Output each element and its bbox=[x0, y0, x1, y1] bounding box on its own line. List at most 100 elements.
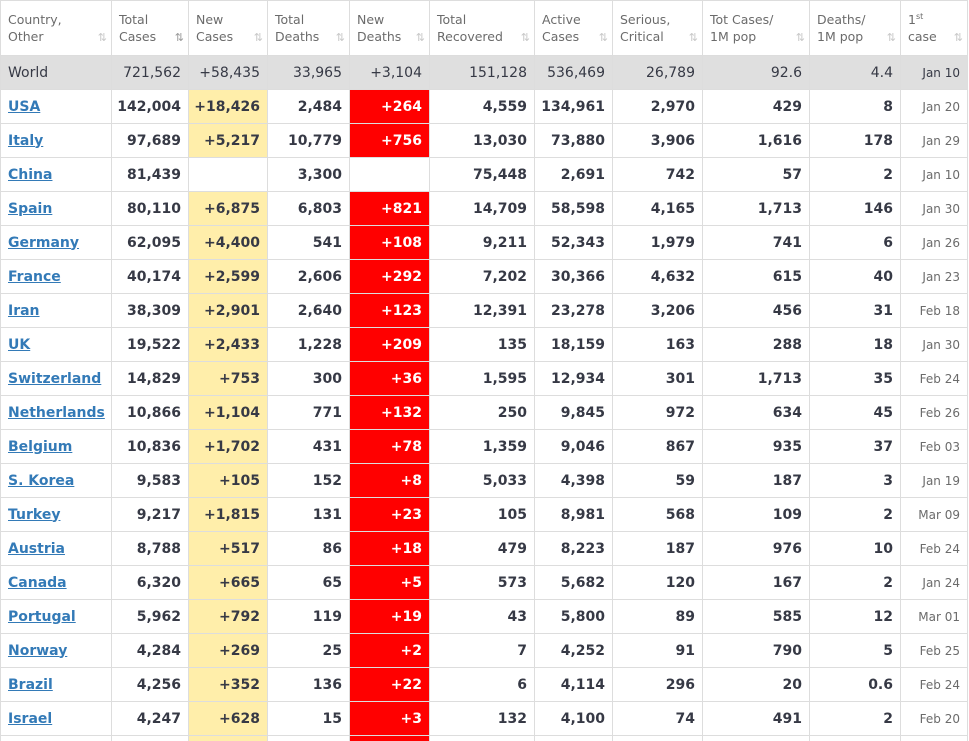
sort-icon[interactable]: ⇅ bbox=[953, 31, 963, 44]
col-header-total-recovered[interactable]: Total Recovered ⇅ bbox=[429, 0, 535, 56]
cell-serious-critical: 74 bbox=[612, 701, 703, 736]
cell-new-cases: +5,217 bbox=[188, 123, 268, 158]
cell-serious-critical: 59 bbox=[612, 463, 703, 498]
country-link[interactable]: Germany bbox=[8, 234, 80, 251]
cell-serious-critical: 120 bbox=[612, 565, 703, 600]
col-header-deaths-per-1m[interactable]: Deaths/ 1M pop ⇅ bbox=[809, 0, 901, 56]
sort-icon[interactable]: ⇅ bbox=[886, 31, 896, 44]
country-link[interactable]: Norway bbox=[8, 642, 68, 659]
col-header-active-cases[interactable]: Active Cases ⇅ bbox=[534, 0, 613, 56]
cell-new-cases: +2,599 bbox=[188, 259, 268, 294]
table-row: Austria 8,788 +517 86 +18 479 8,223 187 976 10 Feb… bbox=[0, 531, 968, 566]
cell-country: Iran bbox=[0, 293, 112, 328]
cell-total-cases: 5,962 bbox=[111, 599, 189, 634]
cell-total-cases: 81,439 bbox=[111, 157, 189, 192]
cell-country: Netherlands bbox=[0, 395, 112, 430]
cell-new-cases bbox=[188, 157, 268, 192]
cell-deaths-per-1m: 45 bbox=[809, 395, 901, 430]
cell-total-recovered: 132 bbox=[429, 701, 535, 736]
cell-total-deaths: 300 bbox=[267, 361, 350, 396]
cell-total-cases: 10,836 bbox=[111, 429, 189, 464]
country-link[interactable]: China bbox=[8, 166, 53, 183]
cell-total-cases: 97,689 bbox=[111, 123, 189, 158]
sort-icon[interactable]: ⇅ bbox=[688, 31, 698, 44]
cell-serious-critical: 4,632 bbox=[612, 259, 703, 294]
col-header-new-deaths[interactable]: New Deaths ⇅ bbox=[349, 0, 430, 56]
sort-descending-icon[interactable]: ⇅ bbox=[174, 31, 184, 44]
table-row: Netherlands 10,866 +1,104 771 +132 250 9,845 97… bbox=[0, 395, 968, 430]
cell-active-cases: 134,961 bbox=[534, 89, 613, 124]
cell-serious-critical bbox=[612, 735, 703, 741]
sort-icon[interactable]: ⇅ bbox=[520, 31, 530, 44]
cell-new-cases: +792 bbox=[188, 599, 268, 634]
country-link[interactable]: Switzerland bbox=[8, 370, 102, 387]
cell-serious-critical: 4,165 bbox=[612, 191, 703, 226]
cell-total-deaths: 33,965 bbox=[267, 55, 350, 90]
cell-first-case bbox=[900, 735, 968, 741]
col-header-line1: Total bbox=[119, 12, 149, 27]
cell-total-deaths: 65 bbox=[267, 565, 350, 600]
cell-first-case: Jan 29 bbox=[900, 123, 968, 158]
cell-deaths-per-1m bbox=[809, 735, 901, 741]
country-link[interactable]: Iran bbox=[8, 302, 40, 319]
cell-country: Italy bbox=[0, 123, 112, 158]
country-link[interactable]: Italy bbox=[8, 132, 44, 149]
sort-icon[interactable]: ⇅ bbox=[415, 31, 425, 44]
table-row: Switzerland 14,829 +753 300 +36 1,595 12,934 30… bbox=[0, 361, 968, 396]
col-header-serious-critical[interactable]: Serious, Critical ⇅ bbox=[612, 0, 703, 56]
country-link[interactable]: France bbox=[8, 268, 61, 285]
cell-first-case: Feb 24 bbox=[900, 531, 968, 566]
cell-new-deaths: +3,104 bbox=[349, 55, 430, 90]
col-header-line2: Cases bbox=[119, 29, 157, 44]
col-header-line1: Active bbox=[542, 12, 581, 27]
country-link[interactable]: Brazil bbox=[8, 676, 53, 693]
cell-serious-critical: 972 bbox=[612, 395, 703, 430]
world-label: World bbox=[0, 55, 112, 90]
cell-cases-per-1m: 634 bbox=[702, 395, 810, 430]
cell-total-cases: 9,217 bbox=[111, 497, 189, 532]
col-header-first-case[interactable]: 1st case ⇅ bbox=[900, 0, 968, 56]
sort-icon[interactable]: ⇅ bbox=[97, 31, 107, 44]
cell-first-case: Mar 09 bbox=[900, 497, 968, 532]
cell-new-deaths: +5 bbox=[349, 565, 430, 600]
col-header-cases-per-1m[interactable]: Tot Cases/ 1M pop ⇅ bbox=[702, 0, 810, 56]
cell-first-case: Jan 10 bbox=[900, 157, 968, 192]
country-link[interactable]: Turkey bbox=[8, 506, 61, 523]
cell-serious-critical: 301 bbox=[612, 361, 703, 396]
country-link[interactable]: Spain bbox=[8, 200, 53, 217]
country-link[interactable]: Israel bbox=[8, 710, 53, 727]
cell-first-case: Jan 24 bbox=[900, 565, 968, 600]
country-link[interactable]: USA bbox=[8, 98, 41, 115]
col-header-total-cases[interactable]: Total Cases ⇅ bbox=[111, 0, 189, 56]
country-link[interactable]: Canada bbox=[8, 574, 67, 591]
sort-icon[interactable]: ⇅ bbox=[335, 31, 345, 44]
sort-icon[interactable]: ⇅ bbox=[253, 31, 263, 44]
cell-new-deaths: +23 bbox=[349, 497, 430, 532]
col-header-new-cases[interactable]: New Cases ⇅ bbox=[188, 0, 268, 56]
country-link[interactable]: Belgium bbox=[8, 438, 73, 455]
col-header-line2: Cases bbox=[542, 29, 580, 44]
cell-total-cases: 38,309 bbox=[111, 293, 189, 328]
table-row: USA 142,004 +18,426 2,484 +264 4,559 134,961 2,… bbox=[0, 89, 968, 124]
country-link[interactable]: Portugal bbox=[8, 608, 76, 625]
cell-country bbox=[0, 735, 112, 741]
cell-active-cases: 4,252 bbox=[534, 633, 613, 668]
cell-total-deaths: 3,300 bbox=[267, 157, 350, 192]
col-header-country[interactable]: Country, Other ⇅ bbox=[0, 0, 112, 56]
cell-total-deaths: 6,803 bbox=[267, 191, 350, 226]
col-header-total-deaths[interactable]: Total Deaths ⇅ bbox=[267, 0, 350, 56]
sort-icon[interactable]: ⇅ bbox=[795, 31, 805, 44]
country-link[interactable]: Austria bbox=[8, 540, 65, 557]
table-row: Canada 6,320 +665 65 +5 573 5,682 120 167 2 Jan 24 bbox=[0, 565, 968, 600]
cell-cases-per-1m: 935 bbox=[702, 429, 810, 464]
country-link[interactable]: UK bbox=[8, 336, 31, 353]
sort-icon[interactable]: ⇅ bbox=[598, 31, 608, 44]
table-row: Germany 62,095 +4,400 541 +108 9,211 52,343 1,9… bbox=[0, 225, 968, 260]
country-link[interactable]: S. Korea bbox=[8, 472, 75, 489]
country-link[interactable]: Netherlands bbox=[8, 404, 105, 421]
cell-new-cases: +4,400 bbox=[188, 225, 268, 260]
table-row: UK 19,522 +2,433 1,228 +209 135 18,159 163 288 18… bbox=[0, 327, 968, 362]
table-row: Iran 38,309 +2,901 2,640 +123 12,391 23,278 3,2… bbox=[0, 293, 968, 328]
cell-total-deaths: 119 bbox=[267, 599, 350, 634]
